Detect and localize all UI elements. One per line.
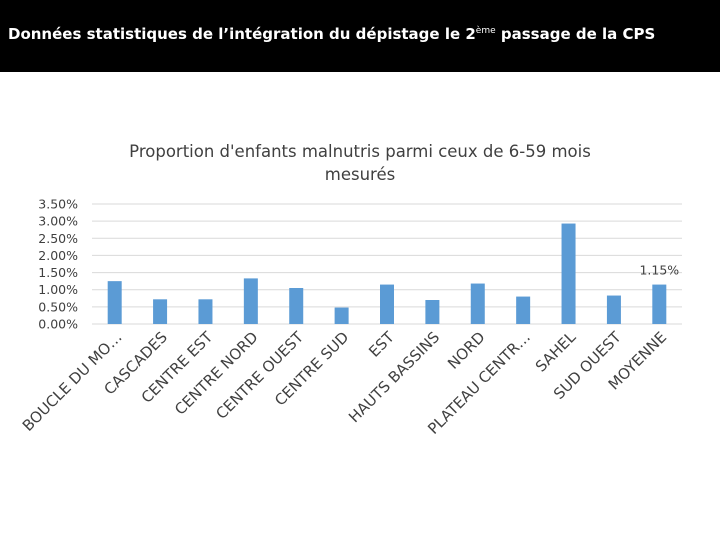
y-tick-label: 1.00% <box>38 282 78 297</box>
y-tick-label: 0.00% <box>38 317 78 332</box>
bar <box>516 296 531 324</box>
y-tick-label: 3.50% <box>38 197 78 212</box>
y-tick-label: 1.50% <box>38 265 78 280</box>
bar <box>334 307 349 324</box>
bar <box>107 281 122 324</box>
bar <box>243 278 258 324</box>
y-tick-label: 3.00% <box>38 214 78 229</box>
bar <box>153 299 168 324</box>
bar <box>470 283 485 324</box>
y-tick-label: 2.50% <box>38 231 78 246</box>
header-banner: Données statistiques de l’intégration du… <box>0 0 720 72</box>
chart-title-line-2: mesurés <box>324 165 396 184</box>
bar <box>380 284 394 324</box>
bar <box>198 299 213 324</box>
x-tick-label: EST <box>365 328 398 361</box>
chart-title-line-1: Proportion d'enfants malnutris parmi ceu… <box>129 142 591 161</box>
x-tick-label: NORD <box>444 328 489 373</box>
bar <box>561 223 576 324</box>
bar <box>652 284 667 324</box>
bar <box>289 288 304 324</box>
slide-title: Données statistiques de l’intégration du… <box>8 25 656 43</box>
y-tick-label: 0.50% <box>38 299 78 314</box>
bar <box>606 295 621 324</box>
chart-title: Proportion d'enfants malnutris parmi ceu… <box>95 140 625 186</box>
title-superscript: ème <box>475 26 496 36</box>
bar <box>425 300 440 324</box>
data-label: 1.15% <box>639 263 679 278</box>
y-tick-label: 2.00% <box>38 248 78 263</box>
